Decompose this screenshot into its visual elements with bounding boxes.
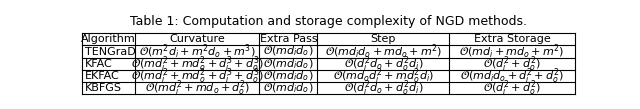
Text: $\mathcal{O}(md_id_o)$: $\mathcal{O}(md_id_o)$ (263, 57, 314, 71)
Text: Table 1: Computation and storage complexity of NGD methods.: Table 1: Computation and storage complex… (129, 15, 527, 28)
Text: $\mathcal{O}(md_id_o + md_o + m^2)$: $\mathcal{O}(md_id_o + md_o + m^2)$ (324, 43, 442, 61)
Text: Curvature: Curvature (170, 34, 225, 44)
Text: $\mathcal{O}(md_id_o + d_i^2 + d_o^2)$: $\mathcal{O}(md_id_o + d_i^2 + d_o^2)$ (460, 66, 564, 86)
Text: $\mathcal{O}(md_od_i^2 + md_o^2d_i)$: $\mathcal{O}(md_od_i^2 + md_o^2d_i)$ (333, 66, 434, 86)
Text: $\mathcal{O}(md_i + md_o + m^2)$: $\mathcal{O}(md_i + md_o + m^2)$ (460, 43, 564, 61)
Text: $\mathcal{O}(md_id_o)$: $\mathcal{O}(md_id_o)$ (263, 45, 314, 58)
Text: KFAC: KFAC (85, 59, 113, 69)
Text: $\mathcal{O}(md_id_o)$: $\mathcal{O}(md_id_o)$ (263, 82, 314, 95)
Text: Step: Step (371, 34, 396, 44)
Text: Algorithm: Algorithm (81, 34, 136, 44)
Text: $\mathcal{O}(m^2d_i + m^2d_o + m^3)$: $\mathcal{O}(m^2d_i + m^2d_o + m^3)$ (139, 43, 255, 61)
Text: $\mathcal{O}(md_i^2 + md_o + d_o^2)$: $\mathcal{O}(md_i^2 + md_o + d_o^2)$ (145, 79, 250, 98)
Text: $\mathcal{O}(md_i^2 + md_o^2 + d_i^3 + d_o^3)$: $\mathcal{O}(md_i^2 + md_o^2 + d_i^3 + d… (131, 54, 264, 74)
Text: $\mathcal{O}(md_i^2 + md_o^2 + d_i^3 + d_o^3)$: $\mathcal{O}(md_i^2 + md_o^2 + d_i^3 + d… (131, 66, 264, 86)
Text: Extra Storage: Extra Storage (474, 34, 550, 44)
Text: KBFGS: KBFGS (85, 83, 122, 93)
Text: Extra Pass: Extra Pass (260, 34, 317, 44)
Text: $\mathcal{O}(d_i^2 + d_o^2)$: $\mathcal{O}(d_i^2 + d_o^2)$ (483, 54, 541, 74)
Text: $\mathcal{O}(d_i^2d_o + d_o^2d_i)$: $\mathcal{O}(d_i^2d_o + d_o^2d_i)$ (344, 79, 423, 98)
Text: $\mathcal{O}(d_i^2 + d_o^2)$: $\mathcal{O}(d_i^2 + d_o^2)$ (483, 79, 541, 98)
Text: EKFAC: EKFAC (85, 71, 120, 81)
Text: $\mathcal{O}(md_id_o)$: $\mathcal{O}(md_id_o)$ (263, 69, 314, 83)
Text: $\mathcal{O}(d_i^2d_o + d_o^2d_i)$: $\mathcal{O}(d_i^2d_o + d_o^2d_i)$ (344, 54, 423, 74)
Text: TENGraD: TENGraD (85, 47, 136, 57)
